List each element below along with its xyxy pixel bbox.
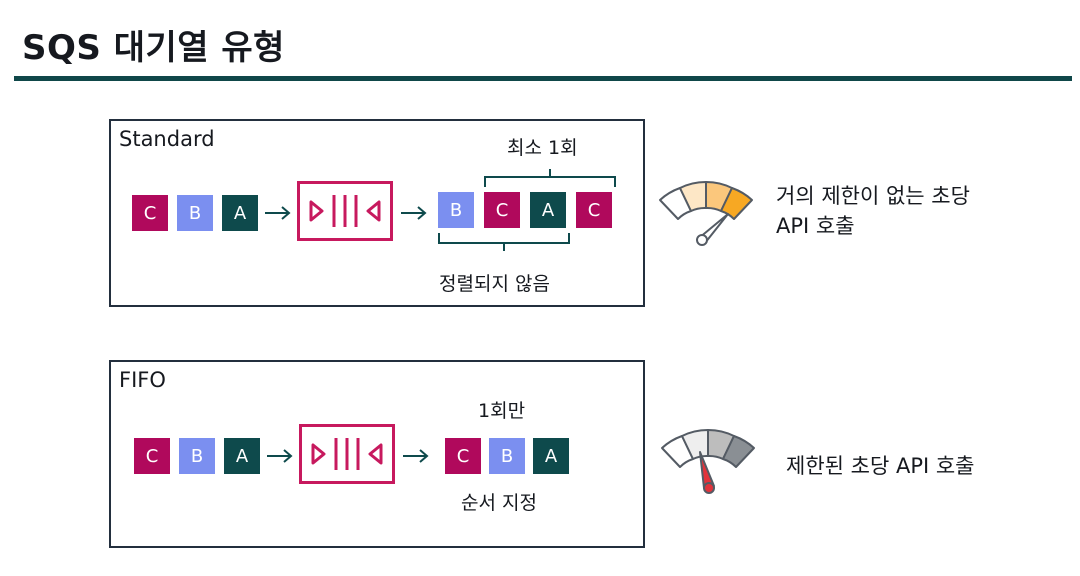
standard-delivery-caption: 최소 1회 [507,137,578,159]
standard-output-message-b: B [438,192,474,228]
standard-queue-icon [297,181,393,241]
fifo-throughput-text: 제한된 초당 API 호출 [786,454,975,478]
standard-output-arrow-icon [401,206,427,220]
fifo-delivery-caption: 1회만 [478,400,526,422]
fifo-input-message-a: A [224,438,260,474]
fifo-input-message-b: B [179,438,215,474]
fifo-output-message-b: B [489,438,525,474]
standard-output-message-a: A [530,192,566,228]
speedometer-limited-icon [661,428,755,494]
standard-panel: Standard C B A 최소 1회 B C A C 정렬되지 않음 [109,119,645,307]
fifo-label: FIFO [119,368,166,392]
standard-output-message-c: C [484,192,520,228]
title-divider [14,76,1072,81]
fifo-input-arrow-icon [267,449,293,463]
standard-label: Standard [119,127,215,151]
fifo-output-message-c: C [445,438,481,474]
standard-input-message-b: B [177,195,213,231]
page-title: SQS 대기열 유형 [22,28,285,68]
standard-throughput-line1: 거의 제한이 없는 초당 [776,184,970,208]
standard-input-message-c: C [132,195,168,231]
standard-top-brace [484,169,616,187]
standard-output-message-c-duplicate: C [576,192,612,228]
speedometer-high-icon [659,180,753,246]
standard-input-message-a: A [222,195,258,231]
fifo-input-message-c: C [134,438,170,474]
standard-order-caption: 정렬되지 않음 [439,273,550,295]
fifo-order-caption: 순서 지정 [461,492,537,514]
standard-bottom-brace [438,233,570,251]
standard-input-arrow-icon [265,206,291,220]
fifo-panel: FIFO C B A 1회만 C B A 순서 지정 [109,360,645,548]
standard-throughput-text: 거의 제한이 없는 초당 API 호출 [776,181,970,241]
standard-throughput-line2: API 호출 [776,214,855,238]
fifo-output-message-a: A [533,438,569,474]
fifo-queue-icon [299,424,395,484]
fifo-output-arrow-icon [403,449,429,463]
